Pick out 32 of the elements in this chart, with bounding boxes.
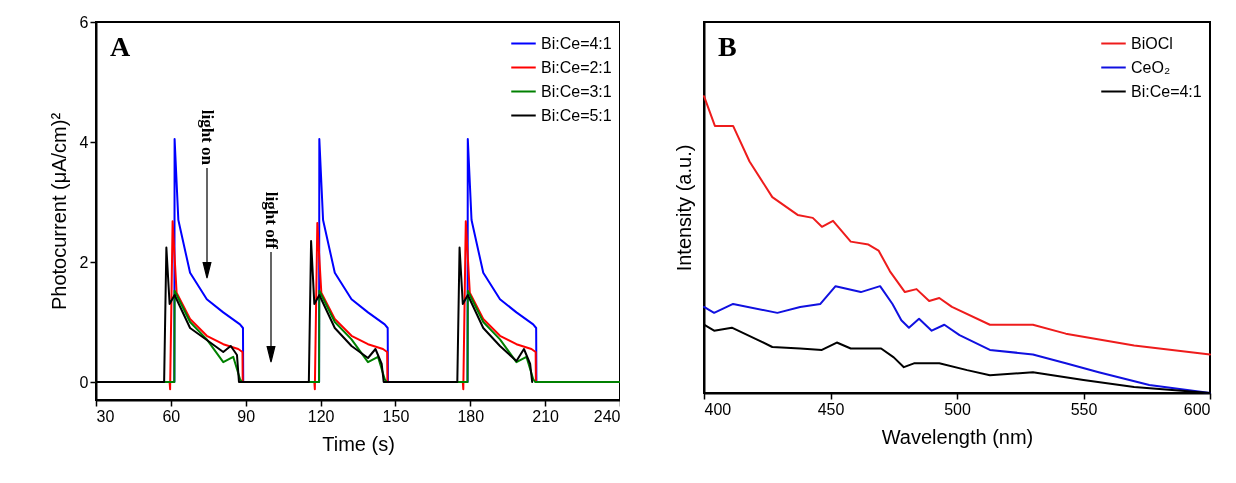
x-axis-title: Wavelength (nm)	[881, 425, 1034, 448]
x-axis-title: Time (s)	[322, 432, 395, 455]
x-tick-label: 120	[307, 407, 335, 425]
x-tick-label: 60	[162, 407, 181, 425]
x-tick-label: 550	[1070, 400, 1098, 418]
legend-label: Bi:Ce=4:1	[1131, 82, 1202, 100]
chart-title: A	[110, 31, 131, 62]
y-axis-title: Intensity (a.u.)	[672, 144, 695, 272]
y-tick-label: 6	[79, 13, 89, 31]
y-tick-label: 0	[79, 373, 89, 391]
x-tick-label: 240	[593, 407, 621, 425]
legend-label: Bi:Ce=4:1	[541, 34, 612, 52]
legend-label: Bi:Ce=5:1	[541, 106, 612, 124]
x-tick-label: 500	[944, 400, 971, 418]
y-axis-title: Photocurrent (μA/cm)²	[47, 112, 70, 311]
annotation: light on	[198, 109, 217, 166]
x-tick-label: 400	[704, 400, 732, 418]
legend-label: Bi:Ce=3:1	[541, 82, 612, 100]
x-tick-label: 450	[817, 400, 845, 418]
y-tick-label: 4	[79, 133, 89, 151]
annotation: light off	[262, 191, 281, 250]
legend-label: BiOCl	[1131, 34, 1173, 52]
x-tick-label: 600	[1183, 400, 1211, 418]
legend-label: CeO₂	[1131, 58, 1171, 76]
x-tick-label: 90	[237, 407, 256, 425]
x-tick-label: 150	[382, 407, 410, 425]
x-tick-label: 30	[96, 407, 115, 425]
legend-label: Bi:Ce=2:1	[541, 58, 612, 76]
y-tick-label: 2	[79, 253, 89, 271]
x-tick-label: 210	[532, 407, 560, 425]
chart-title: B	[718, 31, 737, 62]
x-tick-label: 180	[457, 407, 485, 425]
